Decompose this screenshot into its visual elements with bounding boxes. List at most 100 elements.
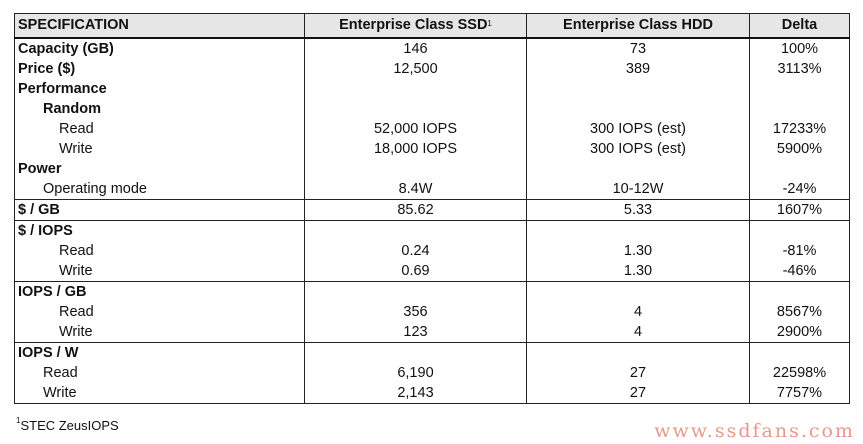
table-row: Read 52,000 IOPS 300 IOPS (est) 17233% bbox=[14, 119, 850, 139]
delta-value: -81% bbox=[749, 241, 850, 261]
ssd-value: 0.24 bbox=[304, 241, 527, 261]
delta-value bbox=[749, 79, 850, 99]
row-label: Read bbox=[14, 119, 305, 139]
delta-value: 100% bbox=[749, 38, 850, 59]
hdd-value: 27 bbox=[526, 383, 750, 404]
ssd-value: 123 bbox=[304, 322, 527, 343]
delta-value: 22598% bbox=[749, 363, 850, 383]
table-row: Random bbox=[14, 99, 850, 119]
table-row: $ / GB 85.62 5.33 1607% bbox=[14, 199, 850, 221]
hdd-value bbox=[526, 79, 750, 99]
ssd-value: 2,143 bbox=[304, 383, 527, 404]
ssd-value: 18,000 IOPS bbox=[304, 139, 527, 159]
delta-value: 8567% bbox=[749, 302, 850, 322]
ssd-value: 0.69 bbox=[304, 261, 527, 282]
footnote-text: STEC ZeusIOPS bbox=[20, 418, 119, 433]
footnote: 1STEC ZeusIOPS bbox=[16, 416, 119, 433]
delta-value: 2900% bbox=[749, 322, 850, 343]
hdd-value bbox=[526, 220, 750, 241]
row-label: Write bbox=[14, 139, 305, 159]
row-label: $ / IOPS bbox=[14, 220, 305, 241]
ssd-value bbox=[304, 281, 527, 302]
header-ssd-label: Enterprise Class SSD bbox=[339, 17, 488, 33]
hdd-value: 4 bbox=[526, 322, 750, 343]
row-label: Random bbox=[14, 99, 305, 119]
delta-value bbox=[749, 220, 850, 241]
footnote-mark: 1 bbox=[16, 416, 21, 425]
table-row: Performance bbox=[14, 79, 850, 99]
ssd-value bbox=[304, 79, 527, 99]
row-label: Write bbox=[14, 261, 305, 282]
row-label: Operating mode bbox=[14, 179, 305, 200]
table-row: Write 18,000 IOPS 300 IOPS (est) 5900% bbox=[14, 139, 850, 159]
header-delta: Delta bbox=[749, 13, 850, 39]
row-label: Read bbox=[14, 241, 305, 261]
header-specification: SPECIFICATION bbox=[14, 13, 305, 39]
ssd-value: 6,190 bbox=[304, 363, 527, 383]
row-label: Price ($) bbox=[14, 59, 305, 79]
header-ssd: Enterprise Class SSD1 bbox=[304, 13, 527, 39]
row-label: IOPS / GB bbox=[14, 281, 305, 302]
row-label: Write bbox=[14, 322, 305, 343]
spec-comparison-sheet: SPECIFICATION Enterprise Class SSD1 Ente… bbox=[14, 13, 850, 404]
delta-value: -46% bbox=[749, 261, 850, 282]
hdd-value: 1.30 bbox=[526, 241, 750, 261]
hdd-value bbox=[526, 99, 750, 119]
delta-value bbox=[749, 342, 850, 363]
row-label: IOPS / W bbox=[14, 342, 305, 363]
row-label: Read bbox=[14, 363, 305, 383]
spec-comparison-table: SPECIFICATION Enterprise Class SSD1 Ente… bbox=[14, 13, 850, 404]
delta-value bbox=[749, 159, 850, 179]
delta-value: -24% bbox=[749, 179, 850, 200]
ssd-value: 356 bbox=[304, 302, 527, 322]
hdd-value: 27 bbox=[526, 363, 750, 383]
hdd-value: 73 bbox=[526, 38, 750, 59]
delta-value: 5900% bbox=[749, 139, 850, 159]
row-label: Performance bbox=[14, 79, 305, 99]
hdd-value: 10-12W bbox=[526, 179, 750, 200]
row-label: Read bbox=[14, 302, 305, 322]
table-row: Read 6,190 27 22598% bbox=[14, 363, 850, 383]
table-row: IOPS / GB bbox=[14, 281, 850, 302]
hdd-value bbox=[526, 281, 750, 302]
table-row: Power bbox=[14, 159, 850, 179]
ssd-value: 146 bbox=[304, 38, 527, 59]
header-row: SPECIFICATION Enterprise Class SSD1 Ente… bbox=[14, 13, 850, 39]
hdd-value: 5.33 bbox=[526, 199, 750, 221]
ssd-value bbox=[304, 342, 527, 363]
hdd-value bbox=[526, 342, 750, 363]
delta-value bbox=[749, 99, 850, 119]
table-row: Write 2,143 27 7757% bbox=[14, 383, 850, 404]
delta-value: 17233% bbox=[749, 119, 850, 139]
table-row: $ / IOPS bbox=[14, 220, 850, 241]
table-row: Price ($) 12,500 389 3113% bbox=[14, 59, 850, 79]
row-label: Power bbox=[14, 159, 305, 179]
ssd-value: 52,000 IOPS bbox=[304, 119, 527, 139]
table-row: IOPS / W bbox=[14, 342, 850, 363]
hdd-value: 300 IOPS (est) bbox=[526, 139, 750, 159]
ssd-value bbox=[304, 159, 527, 179]
table-row: Capacity (GB) 146 73 100% bbox=[14, 38, 850, 59]
delta-value: 3113% bbox=[749, 59, 850, 79]
row-label: Capacity (GB) bbox=[14, 38, 305, 59]
header-ssd-footnote-mark: 1 bbox=[487, 19, 492, 28]
table-row: Write 0.69 1.30 -46% bbox=[14, 261, 850, 282]
table-row: Operating mode 8.4W 10-12W -24% bbox=[14, 179, 850, 200]
delta-value: 1607% bbox=[749, 199, 850, 221]
hdd-value: 300 IOPS (est) bbox=[526, 119, 750, 139]
ssd-value bbox=[304, 99, 527, 119]
header-hdd: Enterprise Class HDD bbox=[526, 13, 750, 39]
table-row: Write 123 4 2900% bbox=[14, 322, 850, 343]
row-label: Write bbox=[14, 383, 305, 404]
table-row: Read 356 4 8567% bbox=[14, 302, 850, 322]
row-label: $ / GB bbox=[14, 199, 305, 221]
hdd-value: 1.30 bbox=[526, 261, 750, 282]
ssd-value: 85.62 bbox=[304, 199, 527, 221]
hdd-value: 4 bbox=[526, 302, 750, 322]
site-watermark: www.ssdfans.com bbox=[654, 420, 855, 442]
ssd-value: 12,500 bbox=[304, 59, 527, 79]
table-row: Read 0.24 1.30 -81% bbox=[14, 241, 850, 261]
delta-value bbox=[749, 281, 850, 302]
hdd-value bbox=[526, 159, 750, 179]
hdd-value: 389 bbox=[526, 59, 750, 79]
